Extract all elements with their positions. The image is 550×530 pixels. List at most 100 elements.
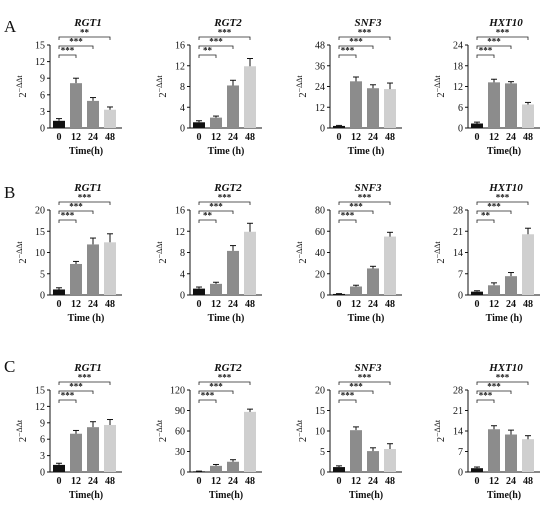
significance-bracket xyxy=(58,45,94,49)
bar-24h xyxy=(227,250,239,295)
bar-48h xyxy=(522,234,534,295)
x-tick-label: 24 xyxy=(506,476,516,487)
bar-12h xyxy=(488,285,500,295)
significance-bracket xyxy=(198,381,251,385)
y-tick-label: 12 xyxy=(175,227,185,238)
significance-label: ** xyxy=(203,46,213,56)
significance-bracket xyxy=(476,390,512,394)
y-axis-label: 2−ΔΔt xyxy=(433,75,447,98)
significance-bracket xyxy=(338,210,374,214)
x-tick-label: 12 xyxy=(489,476,499,487)
x-tick-label: 12 xyxy=(489,132,499,143)
x-tick-label: 24 xyxy=(506,132,516,143)
x-tick-label: 24 xyxy=(368,132,378,143)
bar-0h xyxy=(193,288,205,295)
y-tick-label: 30 xyxy=(175,447,185,458)
bar-0h xyxy=(471,291,483,295)
significance-bracket xyxy=(58,381,111,385)
y-tick-label: 0 xyxy=(180,291,185,302)
y-tick-label: 8 xyxy=(180,248,185,259)
y-axis-label-base: 2 xyxy=(158,92,169,97)
significance-label: *** xyxy=(61,391,75,401)
y-tick-label: 5 xyxy=(40,269,45,280)
bar-12h xyxy=(350,430,362,472)
x-tick-label: 48 xyxy=(245,476,255,487)
significance-label: *** xyxy=(479,391,493,401)
y-tick-label: 120 xyxy=(170,386,185,397)
x-tick-label: 12 xyxy=(351,476,361,487)
bar-12h xyxy=(70,83,82,128)
significance-bracket xyxy=(338,399,357,403)
bar-0h xyxy=(193,471,205,472)
bar-24h xyxy=(367,88,379,128)
chart-title: SNF3 xyxy=(355,182,382,194)
chart-title: HXT10 xyxy=(488,17,523,29)
y-axis-label: 2−ΔΔt xyxy=(155,75,169,98)
x-tick-label: 0 xyxy=(337,299,342,310)
significance-bracket xyxy=(338,381,391,385)
significance-label: *** xyxy=(349,382,363,392)
y-axis-label-exponent: −ΔΔt xyxy=(295,241,304,259)
x-tick-label: 24 xyxy=(368,299,378,310)
bar-0h xyxy=(53,289,65,295)
bar-24h xyxy=(87,427,99,472)
y-tick-label: 0 xyxy=(458,468,463,479)
significance-label: *** xyxy=(209,382,223,392)
x-tick-label: 0 xyxy=(337,132,342,143)
x-tick-label: 12 xyxy=(351,132,361,143)
significance-label: *** xyxy=(69,382,83,392)
x-tick-label: 24 xyxy=(506,299,516,310)
bar-0h xyxy=(53,464,65,472)
y-tick-label: 21 xyxy=(453,406,463,417)
significance-label: ** xyxy=(80,28,90,38)
y-tick-label: 90 xyxy=(175,406,185,417)
y-axis-label-exponent: −ΔΔt xyxy=(15,241,24,259)
significance-bracket xyxy=(338,54,357,58)
x-tick-label: 0 xyxy=(57,299,62,310)
chart-title: RGT2 xyxy=(213,362,242,374)
y-tick-label: 3 xyxy=(40,107,45,118)
significance-bracket xyxy=(198,201,251,205)
chart-title: HXT10 xyxy=(488,182,523,194)
y-tick-label: 20 xyxy=(35,206,45,217)
significance-label: *** xyxy=(61,46,75,56)
y-tick-label: 9 xyxy=(40,74,45,85)
y-axis-label: 2−ΔΔt xyxy=(295,241,309,264)
significance-bracket xyxy=(476,201,529,205)
bar-48h xyxy=(244,411,256,472)
bar-48h xyxy=(384,89,396,128)
bar-24h xyxy=(367,451,379,472)
significance-bracket xyxy=(58,390,94,394)
x-axis-label: Time(h) xyxy=(209,490,243,501)
x-axis-label: Time (h) xyxy=(68,313,105,324)
bar-12h xyxy=(70,433,82,472)
significance-bracket xyxy=(338,390,374,394)
y-axis-label-exponent: −ΔΔt xyxy=(433,419,442,437)
y-tick-label: 12 xyxy=(453,82,463,93)
bar-24h xyxy=(87,244,99,295)
y-axis-label-base: 2 xyxy=(158,437,169,442)
bar-48h xyxy=(244,66,256,128)
significance-label: *** xyxy=(341,211,355,221)
significance-bracket xyxy=(476,36,529,40)
bar-24h xyxy=(505,434,517,472)
significance-bracket xyxy=(198,45,234,49)
y-axis-label: 2−ΔΔt xyxy=(155,419,169,442)
y-tick-label: 28 xyxy=(453,206,463,217)
chart-title: SNF3 xyxy=(355,362,382,374)
y-axis-label: 2−ΔΔt xyxy=(15,419,29,442)
y-tick-label: 0 xyxy=(40,291,45,302)
significance-bracket xyxy=(58,201,111,205)
significance-bracket xyxy=(58,54,77,58)
significance-label: *** xyxy=(496,28,510,38)
panel-label-B: B xyxy=(4,183,15,202)
x-axis-label: Time(h) xyxy=(487,146,521,157)
x-axis-label: Time(h) xyxy=(69,146,103,157)
x-tick-label: 48 xyxy=(245,132,255,143)
bar-48h xyxy=(104,109,116,128)
significance-label: *** xyxy=(341,46,355,56)
bar-12h xyxy=(350,286,362,295)
